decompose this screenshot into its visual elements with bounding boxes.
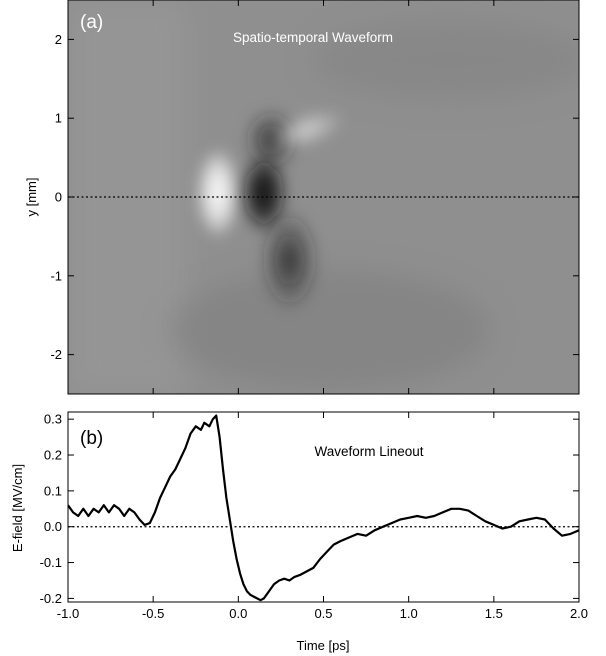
panel-a-ticks: -2 -1 0 1 2	[50, 0, 580, 394]
y-tick-label-a: 0	[55, 190, 62, 205]
panel-a-heatmap: -2 -1 0 1 2 (a) Spatio-temporal Waveform y […	[24, 0, 580, 395]
panel-a-title: Spatio-temporal Waveform	[233, 30, 393, 45]
y-tick-label-b: 0.1	[44, 483, 62, 498]
x-tick-label: 2.0	[570, 606, 588, 621]
panel-b-ticks: -0.2 -0.1 0.0 0.1 0.2 0.3 -1.0 -0.5 0.0 0.5 1.0 1.5…	[40, 412, 588, 621]
y-tick-label-b: 0.2	[44, 448, 62, 463]
x-axis-label: Time [ps]	[297, 638, 350, 653]
x-tick-label: -1.0	[57, 606, 79, 621]
heatmap-image	[68, 0, 579, 394]
y-tick-label-a: 2	[55, 32, 62, 47]
panel-a-label: (a)	[80, 12, 103, 33]
y-tick-label-a: -2	[50, 347, 62, 362]
panel-b-frame	[67, 411, 580, 603]
y-tick-label-a: -1	[50, 268, 62, 283]
y-tick-label-b: -0.1	[40, 555, 62, 570]
y-tick-label-b: -0.2	[40, 591, 62, 606]
heatmap-negative-lobe	[239, 151, 288, 236]
y-axis-label-b: E-field [MV/cm]	[10, 464, 25, 552]
panel-b-line-chart: -0.2 -0.1 0.0 0.1 0.2 0.3 -1.0 -0.5 0.0 0.5 1.0 1.5…	[10, 411, 588, 653]
y-axis-label-a: y [mm]	[24, 178, 39, 217]
x-tick-label: 1.0	[400, 606, 418, 621]
heatmap-upper-shade	[310, 20, 579, 100]
panel-b-title: Waveform Lineout	[314, 444, 423, 459]
heatmap-lower-shade	[170, 270, 490, 390]
y-tick-label-b: 0.0	[44, 519, 62, 534]
waveform-line	[68, 414, 579, 602]
x-tick-label: 0.5	[314, 606, 332, 621]
x-tick-label: 1.5	[485, 606, 503, 621]
y-tick-label-b: 0.3	[44, 412, 62, 427]
y-tick-label-a: 1	[55, 111, 62, 126]
x-tick-label: -0.5	[142, 606, 164, 621]
heatmap-upper-tail	[268, 109, 345, 151]
x-tick-label: 0.0	[229, 606, 247, 621]
heatmap-positive-lobe	[195, 147, 240, 240]
panel-b-label: (b)	[80, 428, 103, 449]
heatmap-dark-arc-lower	[259, 208, 320, 313]
